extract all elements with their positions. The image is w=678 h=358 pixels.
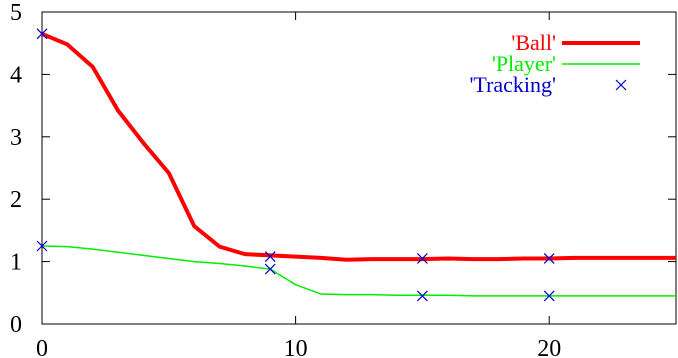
legend-label-tracking: 'Tracking' (469, 72, 556, 97)
y-tick-label: 5 (10, 0, 22, 26)
series-layer (36, 28, 676, 302)
legend: 'Ball''Player''Tracking' (469, 30, 640, 97)
tracking-point (36, 240, 48, 252)
legend-swatch-tracking (615, 79, 627, 91)
legend-label-player: 'Player' (492, 51, 556, 76)
y-tick-label: 0 (10, 312, 22, 338)
ball-series-line (41, 31, 676, 262)
x-tick-label: 10 (284, 336, 308, 358)
y-tick-label: 2 (10, 187, 22, 213)
x-tick-label: 0 (36, 336, 48, 358)
tick-labels: 0 1 2 3 4 5 0 10 20 (10, 0, 676, 358)
legend-label-ball: 'Ball' (511, 30, 556, 55)
tracking-point (416, 253, 428, 264)
y-tick-label: 1 (10, 250, 22, 276)
tracking-point (416, 290, 428, 302)
plot-frame (41, 11, 677, 325)
tracking-point (543, 253, 555, 264)
y-tick-label: 3 (10, 125, 22, 151)
tracking-point (543, 290, 555, 302)
tracking-point (264, 263, 276, 275)
tracking-point (264, 251, 276, 263)
y-tick-label: 4 (10, 62, 22, 88)
tracking-point (36, 28, 48, 40)
player-series-line (41, 245, 676, 297)
x-tick-label: 20 (537, 336, 561, 358)
